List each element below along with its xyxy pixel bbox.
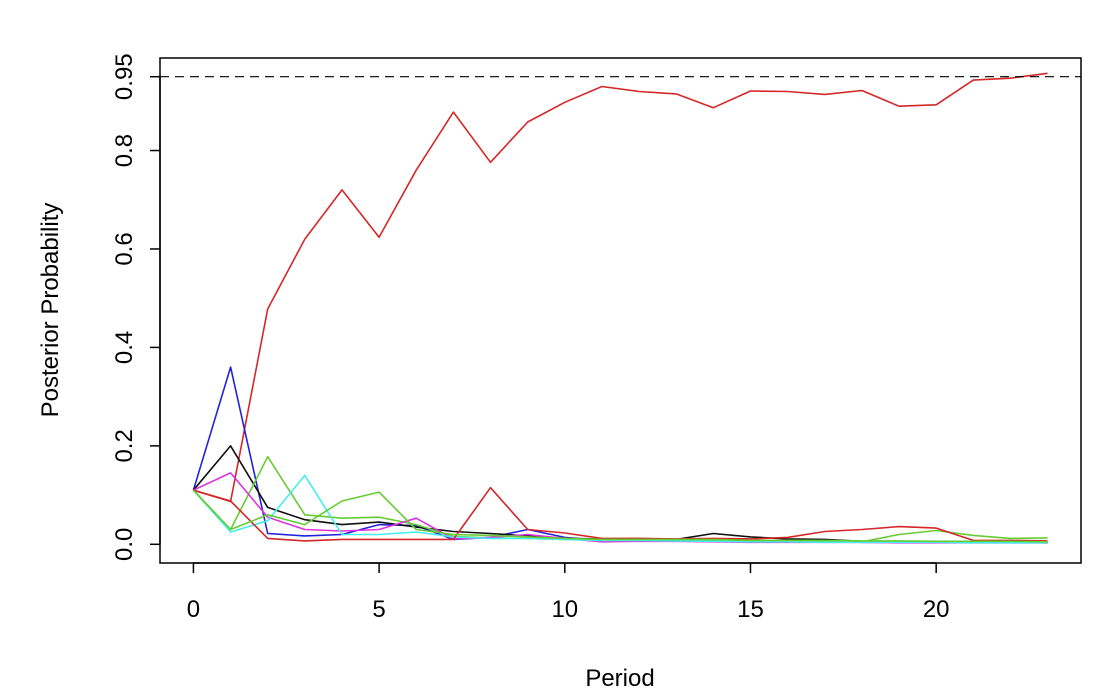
y-tick-label: 0.6 bbox=[111, 232, 138, 265]
x-tick-label: 10 bbox=[551, 596, 578, 623]
series-line-8 bbox=[192, 489, 1048, 543]
y-axis: 0.0 0.2 0.4 0.6 0.8 0.95 bbox=[111, 53, 161, 561]
x-axis: 0 5 10 15 20 bbox=[187, 562, 950, 623]
series-line-6 bbox=[192, 474, 1048, 544]
x-tick-label: 20 bbox=[923, 596, 950, 623]
series-line-3 bbox=[192, 445, 1048, 544]
series-group bbox=[192, 72, 1048, 544]
x-tick-label: 5 bbox=[372, 596, 385, 623]
y-tick-label: 0.8 bbox=[111, 134, 138, 167]
y-tick-label: 0.0 bbox=[111, 528, 138, 561]
series-line-1 bbox=[193, 72, 1048, 503]
x-tick-label: 0 bbox=[187, 596, 200, 623]
series-line-4 bbox=[192, 455, 1048, 543]
y-tick-label: 0.95 bbox=[111, 53, 138, 100]
x-axis-label: Period bbox=[585, 665, 654, 692]
y-tick-label: 0.4 bbox=[111, 331, 138, 364]
y-tick-label: 0.2 bbox=[111, 429, 138, 462]
series-line-7 bbox=[193, 486, 1048, 542]
x-tick-label: 15 bbox=[737, 596, 764, 623]
y-axis-label: Posterior Probability bbox=[37, 203, 64, 418]
plot-frame bbox=[159, 57, 1082, 564]
